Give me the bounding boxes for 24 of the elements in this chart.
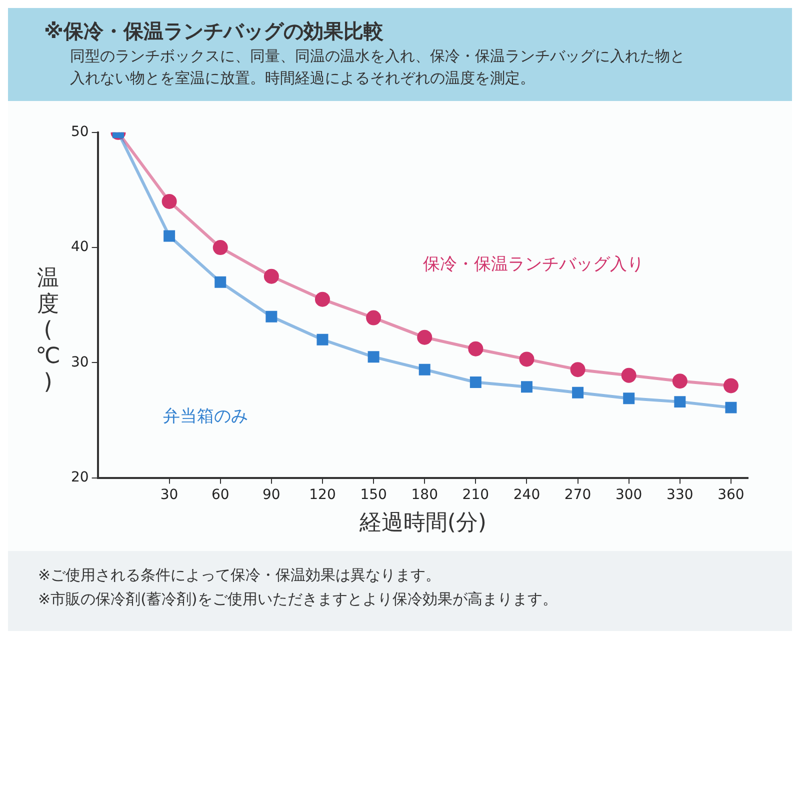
text: ※ご使用される条件によって保冷・保温効果は異なります。 <box>38 565 442 586</box>
x-axis-title: 経過時間(分) <box>358 510 486 536</box>
x-tick-label: 270 <box>564 486 592 503</box>
y-tick-label: 40 <box>70 239 89 256</box>
text: 弁当箱のみ <box>162 406 248 427</box>
x-tick-label: 90 <box>262 486 280 503</box>
x-tick-label: 120 <box>309 486 336 503</box>
x-tick-label: 330 <box>666 486 694 503</box>
text: ※市販の保冷剤(蓄冷剤)をご使用いただきますとより保冷効果が高まります。 <box>38 589 558 610</box>
y-tick-label: 20 <box>70 469 89 486</box>
x-tick-label: 60 <box>211 486 230 503</box>
chart-subtitle: 同型のランチボックスに、同量、同温の温水を入れ、保冷・保温ランチバッグに入れた物と入れない物とを室温に放置。時間経過によるそれぞれの温度を測定。 <box>69 46 686 89</box>
x-tick-label: 150 <box>360 486 387 503</box>
x-tick-label: 360 <box>718 486 744 503</box>
chart-title: ※保冷・保温ランチバッグの効果比較 <box>44 18 384 45</box>
x-tick-label: 210 <box>462 486 490 503</box>
x-tick-label: 30 <box>160 486 178 503</box>
y-tick-label: 50 <box>70 124 89 140</box>
y-tick-label: 30 <box>70 354 89 370</box>
x-tick-label: 180 <box>411 486 438 503</box>
x-tick-label: 240 <box>513 486 540 503</box>
y-axis-title: 温度(℃) <box>34 266 62 396</box>
x-tick-label: 300 <box>615 486 642 503</box>
text: 保冷・保温ランチバッグ入り <box>422 254 644 275</box>
